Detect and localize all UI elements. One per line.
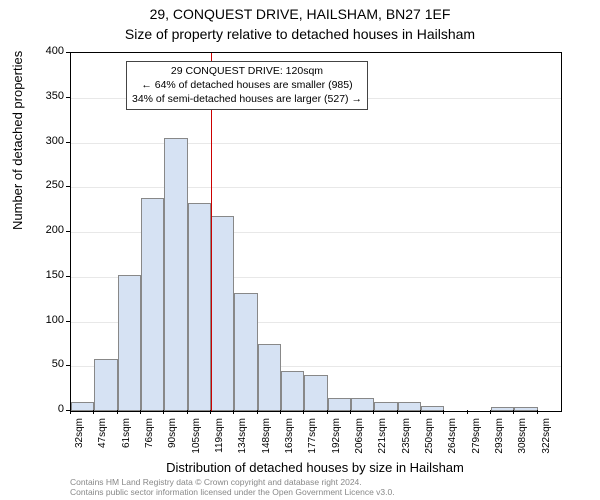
xtick-mark bbox=[373, 410, 374, 414]
xtick-label: 279sqm bbox=[471, 418, 482, 466]
ytick-mark bbox=[66, 186, 70, 187]
xtick-mark bbox=[140, 410, 141, 414]
histogram-bar bbox=[188, 203, 211, 411]
figure: 29, CONQUEST DRIVE, HAILSHAM, BN27 1EF S… bbox=[0, 0, 600, 500]
xtick-mark bbox=[117, 410, 118, 414]
xtick-mark bbox=[210, 410, 211, 414]
xtick-label: 293sqm bbox=[494, 418, 505, 466]
ytick-label: 0 bbox=[16, 403, 64, 415]
xtick-mark bbox=[70, 410, 71, 414]
ytick-label: 400 bbox=[16, 45, 64, 57]
xtick-label: 192sqm bbox=[331, 418, 342, 466]
annotation-box: 29 CONQUEST DRIVE: 120sqm← 64% of detach… bbox=[126, 61, 368, 110]
gridline bbox=[71, 143, 561, 144]
histogram-bar bbox=[351, 398, 374, 411]
xtick-label: 61sqm bbox=[121, 418, 132, 466]
histogram-bar bbox=[491, 407, 514, 411]
xtick-mark bbox=[350, 410, 351, 414]
histogram-bar bbox=[71, 402, 94, 411]
xtick-mark bbox=[513, 410, 514, 414]
xtick-label: 206sqm bbox=[354, 418, 365, 466]
histogram-bar bbox=[328, 398, 351, 411]
xtick-label: 76sqm bbox=[144, 418, 155, 466]
xtick-label: 105sqm bbox=[191, 418, 202, 466]
xtick-label: 177sqm bbox=[307, 418, 318, 466]
xtick-mark bbox=[163, 410, 164, 414]
histogram-bar bbox=[374, 402, 397, 411]
histogram-bar bbox=[421, 406, 444, 411]
ytick-mark bbox=[66, 365, 70, 366]
xtick-mark bbox=[257, 410, 258, 414]
xtick-label: 264sqm bbox=[447, 418, 458, 466]
xtick-mark bbox=[397, 410, 398, 414]
xtick-mark bbox=[420, 410, 421, 414]
histogram-bar bbox=[398, 402, 421, 411]
histogram-bar bbox=[94, 359, 117, 411]
xtick-label: 235sqm bbox=[401, 418, 412, 466]
xtick-mark bbox=[467, 410, 468, 414]
xtick-label: 90sqm bbox=[167, 418, 178, 466]
xtick-label: 221sqm bbox=[377, 418, 388, 466]
histogram-bar bbox=[118, 275, 141, 411]
xtick-mark bbox=[490, 410, 491, 414]
xtick-label: 148sqm bbox=[261, 418, 272, 466]
xtick-label: 250sqm bbox=[424, 418, 435, 466]
plot-area: 29 CONQUEST DRIVE: 120sqm← 64% of detach… bbox=[70, 52, 562, 412]
xtick-label: 308sqm bbox=[517, 418, 528, 466]
histogram-bar bbox=[281, 371, 304, 411]
histogram-bar bbox=[258, 344, 281, 411]
ytick-mark bbox=[66, 231, 70, 232]
xtick-label: 163sqm bbox=[284, 418, 295, 466]
footer-line-2: Contains public sector information licen… bbox=[70, 487, 590, 498]
histogram-bar bbox=[514, 407, 537, 411]
footer-attribution: Contains HM Land Registry data © Crown c… bbox=[70, 477, 590, 498]
xtick-mark bbox=[93, 410, 94, 414]
ytick-mark bbox=[66, 97, 70, 98]
xtick-mark bbox=[303, 410, 304, 414]
annotation-line2: ← 64% of detached houses are smaller (98… bbox=[132, 78, 362, 92]
xtick-mark bbox=[443, 410, 444, 414]
ytick-mark bbox=[66, 276, 70, 277]
footer-line-1: Contains HM Land Registry data © Crown c… bbox=[70, 477, 590, 488]
xtick-label: 134sqm bbox=[237, 418, 248, 466]
ytick-label: 200 bbox=[16, 224, 64, 236]
gridline bbox=[71, 187, 561, 188]
ytick-label: 350 bbox=[16, 90, 64, 102]
xtick-label: 322sqm bbox=[541, 418, 552, 466]
xtick-mark bbox=[327, 410, 328, 414]
xtick-label: 119sqm bbox=[214, 418, 225, 466]
histogram-bar bbox=[164, 138, 187, 411]
ytick-label: 250 bbox=[16, 179, 64, 191]
histogram-bar bbox=[141, 198, 164, 411]
ytick-mark bbox=[66, 142, 70, 143]
xtick-mark bbox=[537, 410, 538, 414]
xtick-mark bbox=[187, 410, 188, 414]
histogram-bar bbox=[304, 375, 327, 411]
annotation-line3: 34% of semi-detached houses are larger (… bbox=[132, 92, 362, 106]
ytick-mark bbox=[66, 52, 70, 53]
xtick-mark bbox=[233, 410, 234, 414]
ytick-label: 150 bbox=[16, 269, 64, 281]
annotation-line1: 29 CONQUEST DRIVE: 120sqm bbox=[132, 64, 362, 78]
xtick-label: 32sqm bbox=[74, 418, 85, 466]
xtick-mark bbox=[280, 410, 281, 414]
ytick-label: 50 bbox=[16, 358, 64, 370]
ytick-label: 300 bbox=[16, 135, 64, 147]
histogram-bar bbox=[234, 293, 257, 411]
ytick-mark bbox=[66, 321, 70, 322]
chart-subtitle: Size of property relative to detached ho… bbox=[0, 26, 600, 42]
ytick-label: 100 bbox=[16, 314, 64, 326]
histogram-bar bbox=[211, 216, 234, 411]
chart-title-address: 29, CONQUEST DRIVE, HAILSHAM, BN27 1EF bbox=[0, 6, 600, 22]
xtick-label: 47sqm bbox=[97, 418, 108, 466]
